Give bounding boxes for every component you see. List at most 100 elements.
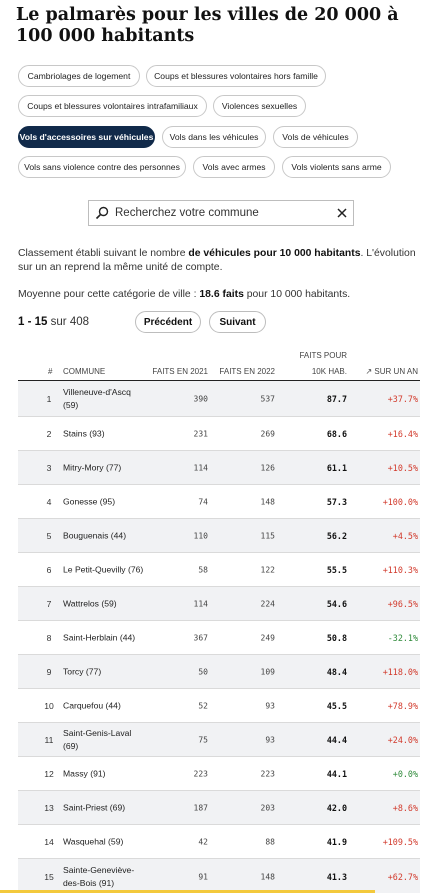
filter-chip-cambriolages[interactable]: Cambriolages de logement [18,65,140,87]
filter-chip-violences-sexuelles[interactable]: Violences sexuelles [213,95,306,117]
row-evolution: +109.5% [382,836,418,847]
row-commune: Saint-Herblain (44) [63,632,136,642]
header-evolution[interactable]: ↗ SUR UN AN [365,367,419,376]
row-rank: 1 [46,393,52,404]
row-rate-per-10k: 44.4 [326,734,347,745]
row-evolution: +8.6% [392,802,418,813]
row-commune: Saint-Genis-Laval (69) [63,727,132,751]
row-faits-2022: 122 [260,565,275,574]
row-rank: 8 [46,632,52,643]
row-evolution: -32.1% [387,632,418,643]
row-evolution: +16.4% [387,428,418,439]
table-row: 12 Massy (91) 223 223 44.1 +0.0% [18,757,420,791]
row-evolution: +0.0% [392,768,418,779]
row-rank: 5 [46,530,52,541]
row-commune: Torcy (77) [63,666,102,676]
row-commune: Bouguenais (44) [63,530,127,540]
row-rate-per-10k: 41.9 [326,836,347,847]
row-commune: Wattrelos (59) [63,598,117,608]
row-rate-per-10k: 87.7 [326,393,347,404]
filter-chip-vols-avec-armes[interactable]: Vols avec armes [193,156,275,178]
row-faits-2022: 93 [265,735,275,744]
row-rank: 9 [46,666,52,677]
table-row: 14 Wasquehal (59) 42 88 41.9 +109.5% [18,825,420,859]
row-faits-2021: 367 [193,633,208,642]
table-row: 15 Sainte-Geneviève-des-Bois (91) 91 148 41.… [18,859,420,893]
row-faits-2022: 115 [260,531,275,540]
row-rank: 14 [44,836,54,847]
row-rate-per-10k: 45.5 [326,700,347,711]
row-rank: 4 [46,496,52,507]
row-rank: 7 [46,598,52,609]
row-evolution: +37.7% [387,393,418,404]
row-commune: Sainte-Geneviève-des-Bois (91) [63,864,135,888]
row-faits-2022: 269 [260,429,275,438]
row-evolution: +62.7% [387,871,418,882]
row-commune: Mitry-Mory (77) [63,462,122,472]
row-faits-2022: 537 [260,394,275,403]
next-page-button[interactable]: Suivant [209,311,266,333]
header-index: # [48,367,53,376]
commune-search-input[interactable] [115,202,331,224]
row-evolution: +10.5% [387,462,418,473]
row-faits-2022: 126 [260,463,275,472]
row-rate-per-10k: 41.3 [326,871,347,882]
magnifier-icon [89,201,115,225]
row-faits-2021: 390 [193,394,208,403]
row-faits-2022: 148 [260,497,275,506]
row-evolution: +110.3% [382,564,418,575]
row-rank: 13 [44,802,54,813]
header-rate-line1[interactable]: FAITS POUR [299,351,347,360]
filter-chip-vols-accessoires[interactable]: Vols d'accessoires sur véhicules [18,126,155,148]
row-faits-2021: 75 [198,735,208,744]
row-faits-2021: 74 [198,497,208,506]
filter-chip-coups-hors-famille[interactable]: Coups et blessures volontaires hors fami… [146,65,326,87]
row-faits-2021: 42 [198,837,208,846]
row-evolution: +96.5% [387,598,418,609]
header-commune[interactable]: COMMUNE [63,367,106,376]
row-faits-2021: 187 [193,803,208,812]
row-rate-per-10k: 54.6 [326,598,347,609]
close-icon[interactable] [331,201,353,225]
filter-chip-vols-dans-vehicules[interactable]: Vols dans les véhicules [162,126,266,148]
row-rate-per-10k: 55.5 [326,564,347,575]
table-header: # COMMUNE FAITS EN 2021 FAITS EN 2022 FA… [18,345,420,381]
row-faits-2022: 93 [265,701,275,710]
table-row: 8 Saint-Herblain (44) 367 249 50.8 -32.1% [18,621,420,655]
row-evolution: +4.5% [392,530,418,541]
row-rank: 6 [46,564,52,575]
row-commune: Massy (91) [63,768,106,778]
table-row: 5 Bouguenais (44) 110 115 56.2 +4.5% [18,519,420,553]
table-row: 2 Stains (93) 231 269 68.6 +16.4% [18,417,420,451]
pagination-info: 1 - 15 sur 408 [18,316,89,328]
row-rate-per-10k: 42.0 [326,802,347,813]
row-evolution: +118.0% [382,666,418,677]
filter-chip-vols-de-vehicules[interactable]: Vols de véhicules [273,126,358,148]
row-faits-2021: 114 [193,463,208,472]
header-faits-2022[interactable]: FAITS EN 2022 [219,367,275,376]
commune-search-box[interactable] [88,200,354,226]
ranking-description: Classement établi suivant le nombre de v… [18,248,416,273]
filter-chip-vols-sans-violence[interactable]: Vols sans violence contre des personnes [18,156,186,178]
row-rate-per-10k: 68.6 [326,428,347,439]
header-rate-line2[interactable]: 10K HAB. [311,367,347,376]
filter-chip-vols-violents-sans-arme[interactable]: Vols violents sans arme [282,156,391,178]
filter-chip-coups-intrafamiliaux[interactable]: Coups et blessures volontaires intrafami… [18,95,207,117]
table-row: 13 Saint-Priest (69) 187 203 42.0 +8.6% [18,791,420,825]
row-rate-per-10k: 50.8 [326,632,347,643]
row-faits-2021: 91 [198,872,208,881]
row-faits-2022: 224 [260,599,275,608]
row-faits-2022: 109 [260,667,275,676]
row-commune: Villeneuve-d'Ascq (59) [63,386,131,410]
table-row: 3 Mitry-Mory (77) 114 126 61.1 +10.5% [18,451,420,485]
row-commune: Stains (93) [63,428,105,438]
row-faits-2021: 110 [193,531,208,540]
row-rate-per-10k: 44.1 [326,768,347,779]
table-row: 9 Torcy (77) 50 109 48.4 +118.0% [18,655,420,689]
header-faits-2021[interactable]: FAITS EN 2021 [152,367,208,376]
table-row: 6 Le Petit-Quevilly (76) 58 122 55.5 +110.3% [18,553,420,587]
table-row: 1 Villeneuve-d'Ascq (59) 390 537 87.7 +37.7% [18,381,420,417]
previous-page-button[interactable]: Précédent [135,311,201,333]
row-rank: 15 [44,871,54,882]
row-faits-2022: 148 [260,872,275,881]
